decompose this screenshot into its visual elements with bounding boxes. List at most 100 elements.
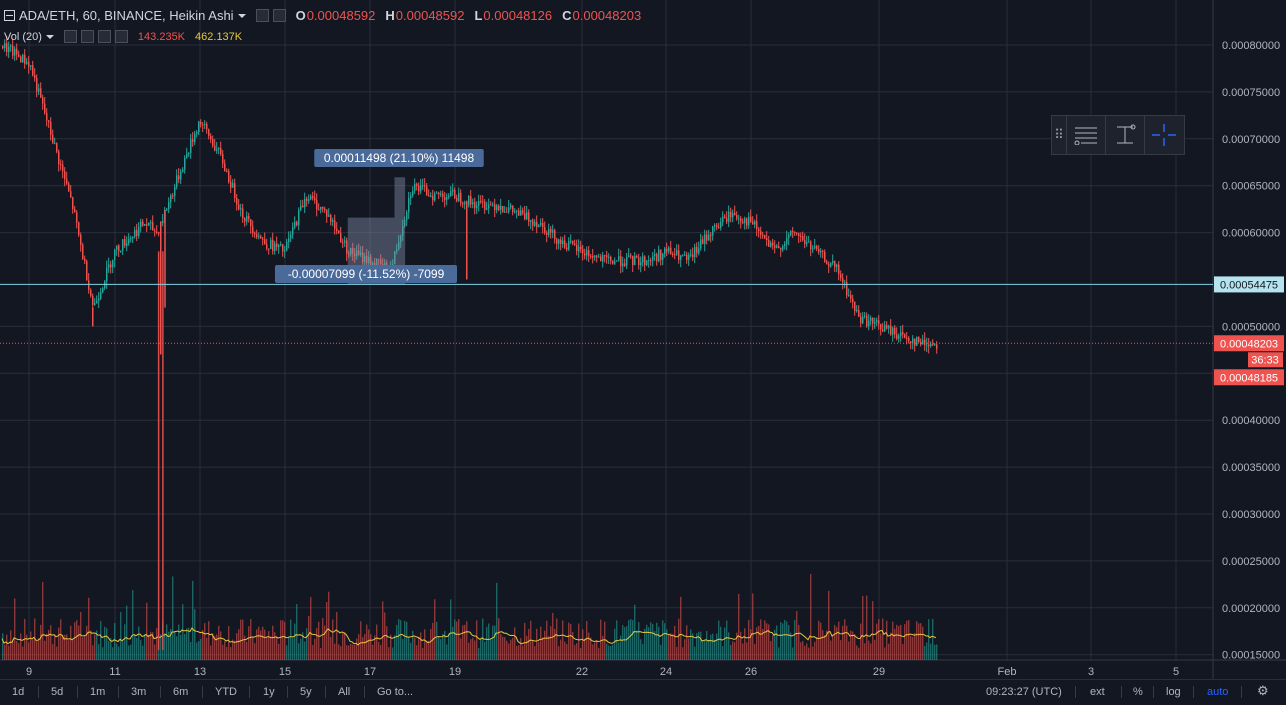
candle-body	[36, 77, 38, 92]
candle-body	[378, 258, 380, 260]
measure-button[interactable]	[1105, 116, 1144, 154]
auto-button[interactable]: auto	[1207, 686, 1229, 698]
range-5d-button[interactable]: 5d	[51, 686, 64, 698]
volume-bar	[918, 623, 920, 660]
candle-body	[912, 338, 914, 344]
range-1m-button[interactable]: 1m	[90, 686, 106, 698]
volume-bar	[196, 642, 198, 660]
volume-bar	[20, 633, 22, 660]
volume-bar	[294, 623, 296, 660]
eye-icon[interactable]	[272, 9, 286, 22]
volume-bar	[738, 594, 740, 660]
volume-bar	[130, 644, 132, 660]
candle-body	[290, 234, 292, 239]
volume-bar	[742, 643, 744, 660]
volume-bar	[882, 618, 884, 660]
range-3m-button[interactable]: 3m	[131, 686, 147, 698]
candle-body	[72, 197, 74, 210]
volume-label[interactable]: Vol (20)	[4, 30, 42, 43]
candle-body	[598, 256, 600, 258]
chart-area[interactable]: 0.00080000 0.00075000 0.00070000 0.00065000…	[0, 0, 1286, 680]
candle-body	[116, 245, 118, 250]
candle-body	[454, 189, 456, 199]
volume-bar	[710, 634, 712, 660]
range-all-button[interactable]: All	[338, 686, 351, 698]
candle-body	[494, 204, 496, 211]
candle-body	[760, 231, 762, 235]
candle-body	[458, 192, 460, 201]
line-style-button[interactable]	[1066, 116, 1105, 154]
volume-bar	[116, 643, 118, 660]
volume-bar	[782, 623, 784, 660]
volume-bar	[816, 636, 818, 660]
volume-bar	[490, 639, 492, 660]
settings-icon[interactable]	[80, 30, 94, 43]
crosshair-button[interactable]	[1144, 116, 1183, 154]
volume-bar	[92, 645, 94, 660]
volume-bar	[914, 632, 916, 660]
chevron-down-icon[interactable]	[45, 34, 54, 39]
drag-handle-icon[interactable]: ⠿	[1054, 127, 1064, 142]
candle-body	[122, 239, 124, 251]
volume-bar	[844, 619, 846, 660]
candle-body	[614, 261, 616, 264]
percent-button[interactable]: %	[1133, 686, 1143, 698]
symbol-label[interactable]: ADA/ETH, 60, BINANCE, Heikin Ashi	[19, 8, 234, 23]
candle-body	[34, 75, 36, 78]
candle-body	[8, 46, 10, 52]
candle-body	[582, 248, 584, 254]
candle-body	[746, 218, 748, 226]
candle-body	[302, 205, 304, 208]
volume-bar	[164, 633, 166, 660]
candle-body	[562, 240, 564, 245]
candle-body	[790, 231, 792, 236]
candle-body	[498, 205, 500, 210]
volume-bar	[520, 638, 522, 660]
volume-bar	[728, 632, 730, 660]
ext-button[interactable]: ext	[1090, 686, 1105, 698]
range-ytd-button[interactable]: YTD	[215, 686, 237, 698]
candle-body	[148, 222, 150, 226]
candle-body	[368, 256, 370, 264]
candle-body	[414, 183, 416, 191]
close-icon[interactable]	[114, 30, 128, 43]
volume-bar	[884, 647, 886, 660]
y-tick-label: 0.00050000	[1222, 321, 1280, 333]
volume-bar	[700, 631, 702, 660]
collapse-icon[interactable]	[4, 10, 15, 21]
volume-bar	[350, 643, 352, 660]
candle-body	[256, 234, 258, 238]
candle-body	[776, 245, 778, 248]
range-5y-button[interactable]: 5y	[300, 686, 312, 698]
volume-value: 143.235K	[137, 30, 186, 43]
candle-body	[692, 254, 694, 258]
volume-bar	[588, 632, 590, 660]
plus-icon[interactable]	[97, 30, 111, 43]
volume-bar	[278, 643, 280, 660]
range-1y-button[interactable]: 1y	[263, 686, 275, 698]
volume-bar	[634, 604, 636, 660]
chevron-down-icon[interactable]	[237, 13, 246, 18]
volume-bar	[798, 624, 800, 660]
candle-body	[862, 316, 864, 324]
candle-body	[260, 236, 262, 239]
volume-bar	[780, 622, 782, 660]
candle-body	[858, 310, 860, 317]
range-6m-button[interactable]: 6m	[173, 686, 189, 698]
volume-bar	[30, 631, 32, 660]
candle-body	[370, 256, 372, 266]
goto-button[interactable]: Go to...	[377, 686, 414, 698]
volume-bar	[560, 639, 562, 660]
candle-body	[320, 206, 322, 210]
candle-body	[706, 234, 708, 241]
candle-body	[198, 121, 200, 133]
volume-bar	[470, 639, 472, 660]
settings-icon[interactable]	[255, 9, 269, 22]
gear-icon[interactable]: ⚙	[1257, 683, 1269, 698]
volume-bar	[838, 621, 840, 660]
candle-body	[650, 260, 652, 262]
eye-icon[interactable]	[63, 30, 77, 43]
range-1d-button[interactable]: 1d	[12, 686, 25, 698]
candle-body	[20, 56, 22, 63]
log-button[interactable]: log	[1166, 686, 1181, 698]
